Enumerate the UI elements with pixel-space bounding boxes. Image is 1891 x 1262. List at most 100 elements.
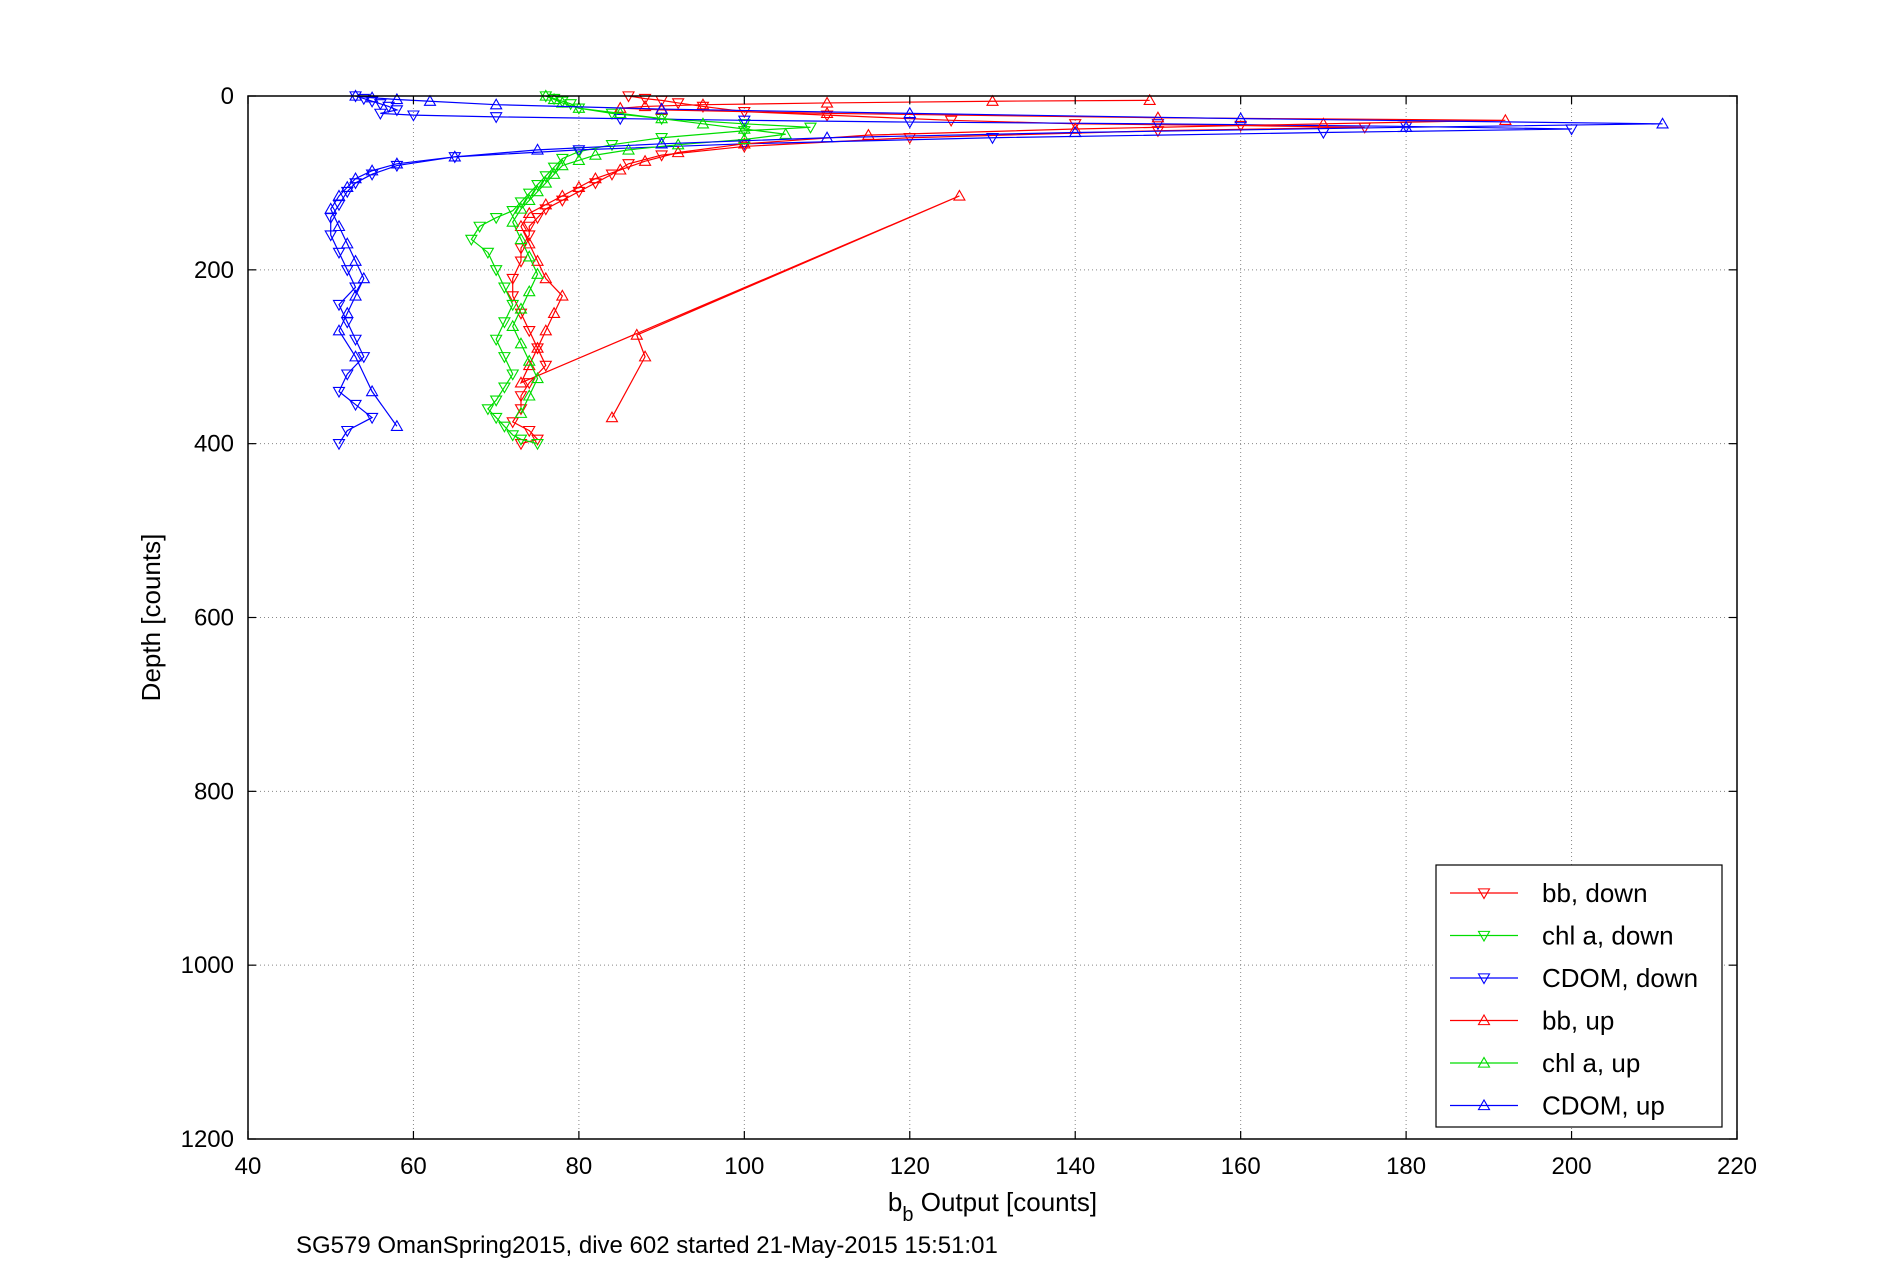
data-point <box>489 412 503 425</box>
x-axis-label-subscript: b <box>902 1204 913 1226</box>
data-point <box>506 299 520 312</box>
data-point <box>514 197 528 209</box>
data-point <box>622 159 635 171</box>
data-point <box>349 289 362 301</box>
data-point <box>944 115 958 127</box>
data-point <box>522 389 536 401</box>
data-point <box>497 282 511 294</box>
data-point <box>390 160 404 173</box>
data-point <box>349 254 362 266</box>
data-point <box>737 106 751 119</box>
legend-swatch-marker <box>1477 1056 1491 1068</box>
y-tick-label: 800 <box>194 778 234 805</box>
data-point <box>390 92 404 105</box>
data-point <box>638 99 652 112</box>
data-point <box>506 215 520 227</box>
data-point <box>547 167 561 179</box>
data-point <box>514 434 528 446</box>
data-point <box>357 271 371 284</box>
legend-label: chl a, up <box>1542 1048 1640 1078</box>
data-point <box>547 306 561 318</box>
series-2 <box>324 91 1579 451</box>
data-point <box>555 153 569 166</box>
x-tick-label: 220 <box>1717 1153 1757 1180</box>
legend-label: bb, up <box>1542 1006 1614 1036</box>
data-point <box>489 213 503 225</box>
legend-item: chl a, down <box>1450 921 1674 951</box>
data-point <box>696 117 710 129</box>
y-tick-label: 0 <box>221 83 234 110</box>
data-point <box>357 352 371 364</box>
data-point <box>506 206 520 218</box>
data-point <box>340 306 354 318</box>
data-point <box>332 299 346 312</box>
data-point <box>613 163 627 175</box>
data-point <box>820 110 834 122</box>
legend: bb, down chl a, down CDOM, down bb, up chl a… <box>1435 864 1723 1128</box>
data-point <box>497 382 511 394</box>
x-tick-label: 200 <box>1552 1153 1592 1180</box>
legend-swatch-marker <box>1477 888 1491 900</box>
data-point <box>390 419 404 431</box>
data-point <box>522 325 536 338</box>
data-point <box>406 110 420 122</box>
data-point <box>531 438 544 451</box>
data-point <box>489 98 503 110</box>
legend-swatch-marker <box>1477 930 1491 943</box>
y-tick-label: 400 <box>194 431 234 458</box>
data-point <box>572 145 586 157</box>
data-point <box>655 102 669 114</box>
y-tick-label: 600 <box>194 605 234 632</box>
data-point <box>539 171 553 183</box>
series-5 <box>324 89 1669 431</box>
data-point <box>423 94 437 106</box>
data-point <box>555 289 569 301</box>
data-point <box>605 410 619 423</box>
data-point <box>489 334 503 346</box>
data-point <box>340 425 354 438</box>
data-point <box>1151 119 1165 131</box>
data-point <box>373 99 387 111</box>
data-point <box>655 111 669 124</box>
data-point <box>390 157 404 169</box>
data-point <box>365 91 379 103</box>
data-point <box>638 350 652 362</box>
data-point <box>737 132 751 145</box>
data-point <box>1399 120 1413 132</box>
data-point <box>986 94 999 106</box>
data-point <box>1234 111 1248 124</box>
data-point <box>514 337 528 349</box>
data-point <box>1234 120 1248 133</box>
data-point <box>547 162 561 174</box>
data-point <box>1068 122 1082 134</box>
data-point <box>737 141 751 154</box>
data-point <box>522 230 536 242</box>
legend-item: bb, down <box>1450 878 1648 908</box>
data-point <box>696 101 710 114</box>
data-point <box>655 137 669 149</box>
legend-item: chl a, up <box>1450 1048 1640 1078</box>
x-tick-label: 160 <box>1221 1153 1261 1180</box>
data-point <box>555 189 569 201</box>
data-point <box>737 115 751 127</box>
data-point <box>382 101 396 114</box>
x-tick-label: 80 <box>566 1153 593 1180</box>
data-point <box>514 391 528 403</box>
data-point <box>332 324 346 336</box>
data-point <box>630 328 644 340</box>
legend-item: CDOM, down <box>1450 963 1698 993</box>
data-point <box>572 180 586 192</box>
y-axis-label: Depth [counts] <box>136 534 166 702</box>
data-point <box>696 98 710 110</box>
data-point <box>514 404 528 416</box>
data-point <box>522 354 536 366</box>
axis-ticks: 40 60 80 100 120 140 160 180 200 220 0 200 400 600 800… <box>181 83 1757 1180</box>
legend-label: CDOM, down <box>1542 963 1698 993</box>
data-point <box>522 250 536 262</box>
data-point <box>514 406 528 418</box>
data-point <box>671 98 685 110</box>
data-point <box>506 319 520 332</box>
data-point <box>349 282 362 294</box>
data-point <box>986 133 999 145</box>
